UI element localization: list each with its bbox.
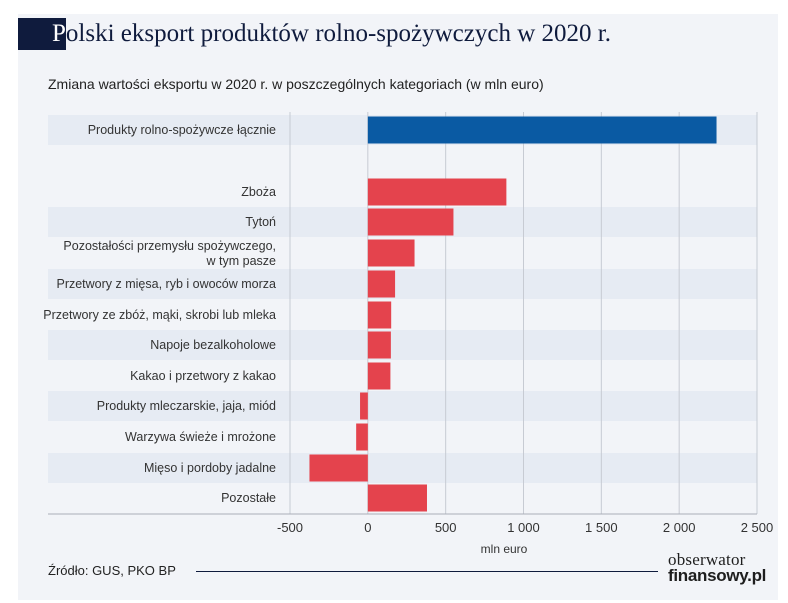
category-label: Warzywa świeże i mrożone: [125, 430, 276, 444]
bar-category: [309, 454, 368, 482]
category-label: Mięso i pordoby jadalne: [144, 461, 276, 475]
title-first-letter: P: [52, 20, 66, 47]
category-label: Przetwory z mięsa, ryb i owoców morza: [56, 277, 276, 291]
tick-label: 0: [364, 520, 371, 535]
tick-label: 500: [435, 520, 457, 535]
tick-label: 2 000: [663, 520, 696, 535]
category-label: Produkty rolno-spożywcze łącznie: [88, 123, 276, 137]
row-band: [48, 300, 757, 330]
bar-category: [367, 331, 391, 359]
bar-category: [367, 484, 427, 512]
brand-logo: obserwator finansowy.pl: [668, 550, 767, 585]
bar-category: [367, 208, 454, 236]
category-label: Zboża: [241, 185, 276, 199]
page-title: Polski eksport produktów rolno-spożywczy…: [52, 18, 611, 50]
brand-line-2: finansowy.pl: [668, 566, 767, 585]
bar-category: [367, 301, 392, 329]
tick-label: 2 500: [741, 520, 774, 535]
tick-label: 1 000: [507, 520, 540, 535]
row-band: [48, 422, 757, 452]
category-label: Tytoń: [245, 215, 276, 229]
row-band: [48, 391, 757, 421]
title-accent-block: [18, 18, 66, 50]
category-label: Napoje bezalkoholowe: [150, 338, 276, 352]
source-note: Źródło: GUS, PKO BP: [48, 563, 176, 578]
bar-category: [367, 178, 507, 206]
bar-category: [356, 423, 368, 451]
bar-category: [360, 392, 368, 420]
x-axis-title: mln euro: [481, 542, 528, 556]
category-label: Przetwory ze zbóż, mąki, skrobi lub mlek…: [43, 308, 276, 322]
tick-label: -500: [277, 520, 303, 535]
category-label: Kakao i przetwory z kakao: [130, 369, 276, 383]
bar-category: [367, 362, 391, 390]
row-band: [48, 453, 757, 483]
tick-label: 1 500: [585, 520, 618, 535]
title-block: Polski eksport produktów rolno-spożywczy…: [18, 18, 611, 50]
bar-category: [367, 270, 396, 298]
category-label: Pozostałe: [221, 491, 276, 505]
row-band: [48, 269, 757, 299]
title-rest: olski eksport produktów rolno-spożywczyc…: [65, 20, 611, 47]
category-label: Produkty mleczarskie, jaja, miód: [97, 399, 276, 413]
bar-category: [367, 239, 415, 267]
row-band: [48, 361, 757, 391]
row-band: [48, 330, 757, 360]
chart-subtitle: Zmiana wartości eksportu w 2020 r. w pos…: [48, 76, 544, 92]
bar-total: [367, 116, 717, 144]
category-label: Pozostałości przemysłu spożywczego, w tym…: [63, 239, 276, 268]
brand-line-1: obserwator: [668, 550, 746, 569]
footer-divider: [196, 571, 658, 572]
